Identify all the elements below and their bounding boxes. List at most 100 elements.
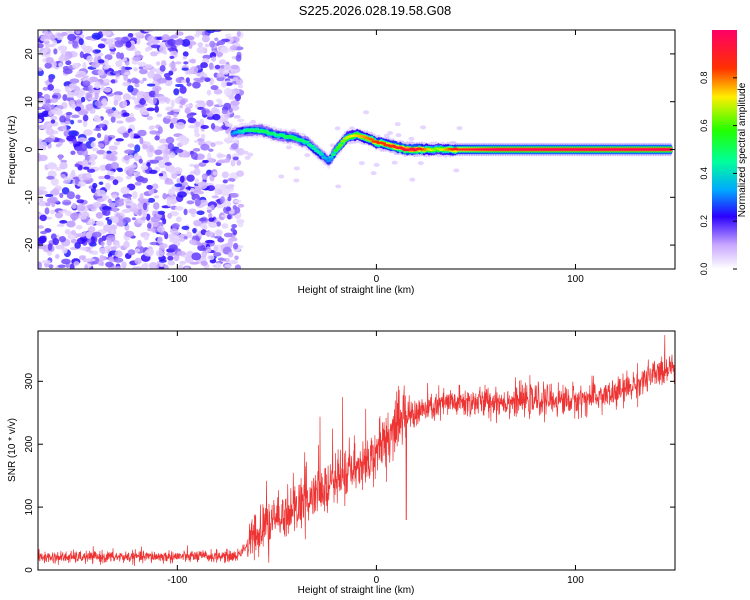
noise-speckle bbox=[138, 69, 148, 75]
noise-speckle bbox=[140, 165, 149, 171]
noise-speckle bbox=[108, 145, 118, 151]
noise-speckle bbox=[123, 240, 130, 249]
noise-speckle bbox=[335, 184, 342, 189]
noise-speckle bbox=[164, 162, 172, 166]
noise-speckle bbox=[59, 192, 64, 198]
noise-speckle bbox=[201, 250, 207, 258]
noise-speckle bbox=[387, 130, 394, 135]
noise-speckle bbox=[154, 156, 164, 161]
noise-speckle bbox=[169, 169, 176, 175]
noise-speckle bbox=[94, 81, 101, 89]
noise-speckle bbox=[44, 137, 54, 143]
noise-speckle bbox=[74, 106, 82, 112]
noise-speckle bbox=[88, 250, 94, 254]
noise-speckle bbox=[193, 168, 201, 176]
noise-speckle bbox=[82, 114, 89, 122]
noise-speckle bbox=[358, 161, 365, 166]
noise-speckle bbox=[58, 154, 63, 161]
noise-speckle bbox=[227, 240, 233, 248]
noise-speckle bbox=[135, 104, 145, 108]
noise-speckle bbox=[225, 206, 232, 212]
noise-speckle bbox=[110, 246, 117, 251]
signal-blob bbox=[311, 147, 317, 150]
noise-speckle bbox=[38, 200, 48, 207]
noise-speckle bbox=[215, 221, 221, 227]
noise-speckle bbox=[64, 229, 71, 235]
noise-speckle bbox=[148, 144, 154, 153]
noise-speckle bbox=[70, 229, 77, 236]
noise-speckle bbox=[133, 67, 138, 72]
noise-speckle bbox=[173, 88, 180, 96]
noise-speckle bbox=[142, 77, 147, 82]
noise-speckle bbox=[38, 43, 44, 49]
noise-speckle bbox=[108, 39, 113, 48]
noise-speckle bbox=[45, 127, 55, 136]
noise-speckle bbox=[201, 35, 210, 43]
noise-speckle bbox=[147, 222, 152, 229]
noise-speckle bbox=[125, 41, 132, 48]
noise-speckle bbox=[134, 257, 142, 265]
noise-speckle bbox=[140, 216, 147, 221]
noise-speckle bbox=[204, 77, 211, 82]
noise-speckle bbox=[166, 115, 172, 119]
noise-speckle bbox=[70, 238, 78, 244]
noise-speckle bbox=[210, 85, 219, 91]
noise-speckle bbox=[229, 45, 238, 51]
noise-speckle bbox=[453, 168, 460, 173]
noise-speckle bbox=[88, 137, 96, 142]
noise-speckle bbox=[116, 120, 124, 124]
noise-speckle bbox=[231, 55, 237, 60]
noise-speckle bbox=[152, 222, 160, 228]
noise-speckle bbox=[142, 202, 148, 211]
noise-speckle bbox=[156, 113, 163, 118]
noise-speckle bbox=[114, 242, 121, 249]
noise-speckle bbox=[66, 91, 75, 98]
noise-speckle bbox=[214, 37, 219, 42]
noise-speckle bbox=[157, 236, 163, 244]
noise-speckle bbox=[98, 247, 109, 254]
noise-speckle bbox=[87, 168, 96, 173]
noise-speckle bbox=[163, 72, 171, 79]
noise-speckle bbox=[99, 254, 105, 262]
noise-speckle bbox=[222, 200, 232, 208]
noise-speckle bbox=[46, 162, 57, 170]
noise-speckle bbox=[230, 159, 236, 167]
noise-speckle bbox=[161, 34, 170, 42]
noise-speckle bbox=[138, 91, 147, 96]
noise-speckle bbox=[143, 250, 154, 257]
noise-speckle bbox=[60, 159, 68, 163]
noise-speckle bbox=[192, 148, 201, 152]
noise-speckle bbox=[179, 139, 189, 146]
noise-speckle bbox=[148, 261, 158, 269]
noise-speckle bbox=[190, 152, 198, 160]
noise-speckle bbox=[61, 258, 71, 265]
noise-speckle bbox=[119, 52, 125, 60]
noise-speckle bbox=[207, 255, 215, 261]
noise-speckle bbox=[138, 158, 143, 164]
noise-speckle bbox=[193, 126, 199, 135]
noise-speckle bbox=[42, 103, 51, 109]
noise-speckle bbox=[132, 190, 138, 199]
noise-speckle bbox=[212, 113, 221, 121]
noise-speckle bbox=[208, 217, 215, 222]
noise-speckle bbox=[43, 98, 52, 104]
noise-speckle bbox=[128, 154, 134, 159]
noise-speckle bbox=[370, 171, 377, 176]
noise-speckle bbox=[38, 140, 44, 148]
noise-speckle bbox=[87, 226, 96, 233]
noise-speckle bbox=[173, 167, 183, 175]
noise-speckle bbox=[232, 76, 238, 82]
noise-speckle bbox=[137, 239, 142, 248]
noise-speckle bbox=[111, 194, 118, 199]
noise-speckle bbox=[137, 61, 147, 67]
noise-speckle bbox=[200, 62, 208, 69]
noise-speckle bbox=[144, 47, 150, 52]
noise-speckle bbox=[395, 133, 402, 138]
noise-speckle bbox=[212, 171, 218, 176]
noise-speckle bbox=[217, 237, 225, 243]
noise-speckle bbox=[136, 54, 144, 59]
noise-speckle bbox=[208, 62, 214, 70]
noise-speckle bbox=[103, 78, 111, 84]
noise-speckle bbox=[86, 172, 92, 179]
